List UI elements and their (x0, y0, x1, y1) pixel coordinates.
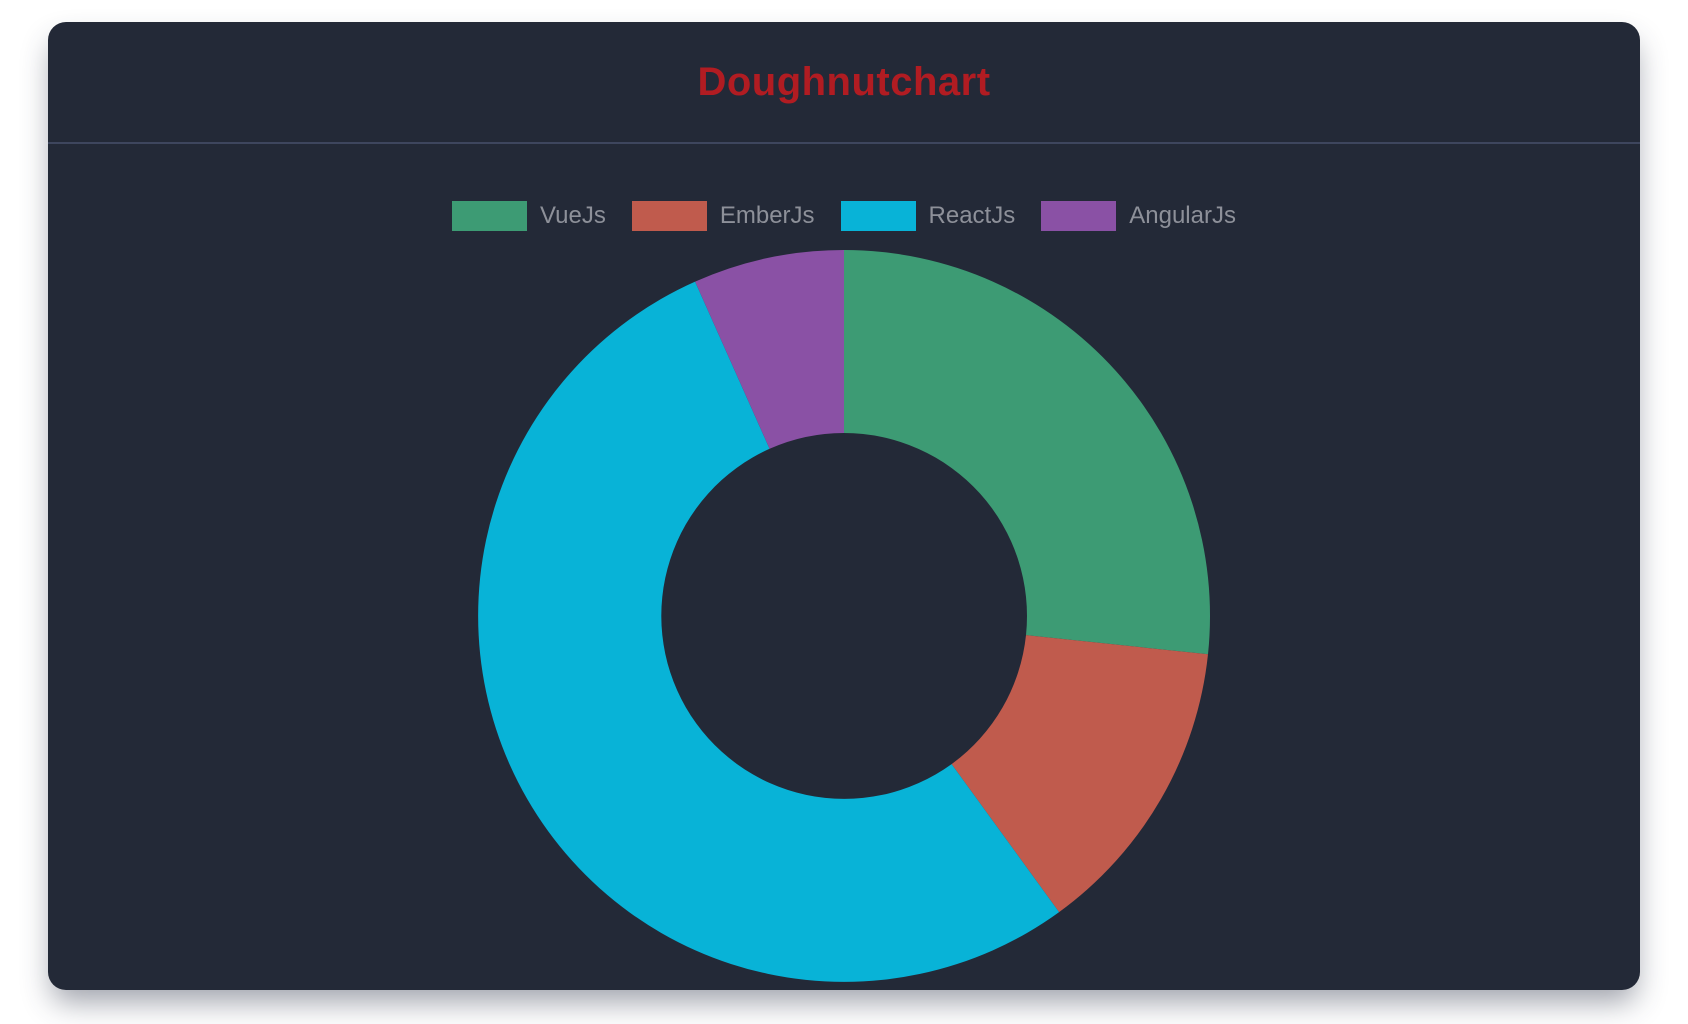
legend-label: AngularJs (1129, 202, 1236, 229)
segment-vuejs[interactable] (844, 250, 1211, 655)
segment-emberjs[interactable] (951, 635, 1208, 913)
legend-item-emberjs[interactable]: EmberJs (631, 201, 815, 231)
segment-angularjs[interactable] (695, 249, 844, 449)
legend-swatch-reactjs (840, 201, 916, 231)
legend-swatch-emberjs (631, 201, 707, 231)
legend-swatch-vuejs (452, 201, 528, 231)
chart-area: VueJs EmberJs ReactJs AngularJs (48, 201, 1640, 984)
chart-legend: VueJs EmberJs ReactJs AngularJs (48, 201, 1640, 231)
chart-card: Doughnutchart VueJs EmberJs ReactJs Angular… (48, 22, 1640, 990)
page-title: Doughnutchart (697, 59, 991, 104)
card-header: Doughnutchart (48, 22, 1640, 144)
legend-label: VueJs (540, 202, 606, 229)
legend-item-angularjs[interactable]: AngularJs (1041, 201, 1236, 231)
doughnut-chart[interactable] (476, 248, 1212, 984)
legend-item-vuejs[interactable]: VueJs (452, 201, 606, 231)
segment-reactjs[interactable] (478, 281, 1060, 982)
legend-item-reactjs[interactable]: ReactJs (840, 201, 1016, 231)
legend-swatch-angularjs (1041, 201, 1117, 231)
legend-label: ReactJs (928, 202, 1016, 229)
legend-label: EmberJs (719, 202, 815, 229)
